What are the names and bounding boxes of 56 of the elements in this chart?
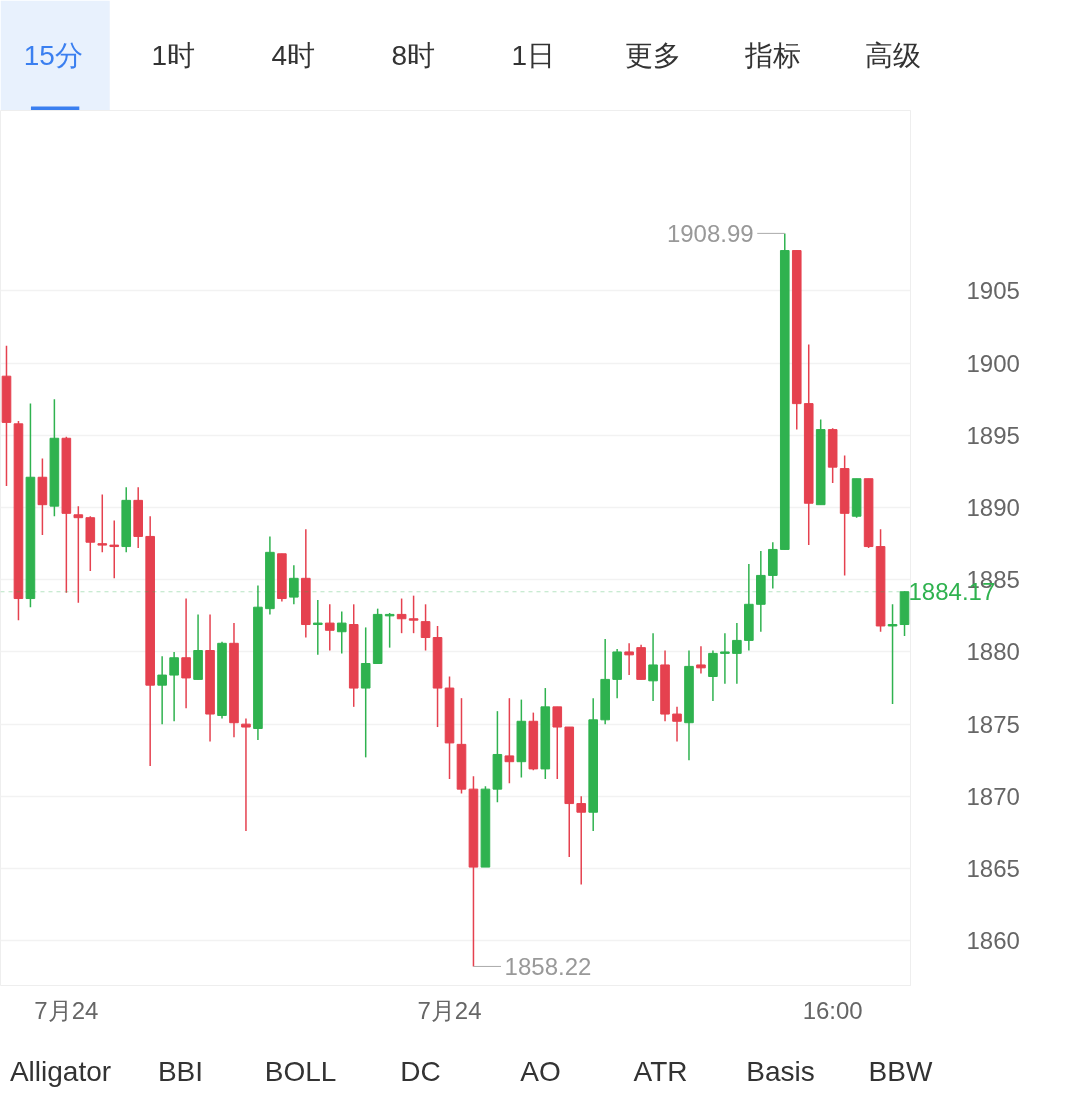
candlestick (732, 622, 742, 685)
candlestick (408, 594, 419, 634)
text: 15分 (23, 40, 83, 71)
candlestick (324, 603, 335, 652)
candlestick (887, 603, 898, 705)
candlestick (289, 564, 299, 606)
y-tick-label: 1895 (966, 421, 1020, 449)
candlestick (241, 717, 251, 832)
text: DC (400, 1056, 441, 1087)
text: 高级 (865, 40, 922, 71)
text: Basis (746, 1056, 815, 1087)
candlestick (181, 597, 191, 710)
candlestick (109, 519, 120, 580)
annotation: 1858.22 (504, 952, 592, 980)
x-tick-label: 7月24 (417, 996, 482, 1024)
candlestick (720, 632, 730, 685)
candlestick (672, 706, 682, 743)
candlestick (336, 610, 347, 655)
text: AO (520, 1056, 561, 1087)
candlestick (624, 642, 634, 676)
y-tick-label: 1880 (966, 638, 1020, 666)
candlestick (312, 599, 323, 656)
candlestick (708, 649, 718, 702)
candlestick (552, 706, 563, 780)
y-tick-label: 1865 (966, 855, 1020, 883)
candlestick (169, 651, 179, 723)
y-tick-label: 1900 (966, 349, 1020, 377)
candlestick (504, 697, 515, 785)
candlestick (396, 597, 407, 634)
text: 1日 (511, 40, 556, 71)
text: 更多 (625, 40, 682, 71)
candlestick (157, 655, 167, 725)
y-tick-label: 1905 (966, 277, 1020, 305)
x-tick-label: 16:00 (802, 996, 863, 1024)
text: Alligator (9, 1056, 112, 1087)
text: BBW (868, 1056, 933, 1087)
text: BOLL (264, 1056, 337, 1087)
y-tick-label: 1870 (966, 782, 1020, 810)
candlestick (384, 612, 395, 649)
text: 1时 (151, 40, 196, 71)
annotation: 1908.99 (666, 219, 754, 247)
y-tick-label: 1860 (966, 927, 1020, 955)
text: 指标 (744, 40, 802, 71)
text: BBI (157, 1056, 204, 1087)
text: 8时 (391, 40, 436, 71)
candlestick (97, 493, 108, 554)
x-tick-label: 7月24 (34, 996, 99, 1024)
y-tick-label: 1875 (966, 710, 1020, 738)
text: 4时 (271, 40, 316, 71)
candlestick (73, 505, 84, 604)
candlestick (420, 603, 431, 652)
text: ATR (633, 1056, 688, 1087)
y-tick-label: 1890 (966, 494, 1020, 522)
candlestick (576, 795, 587, 886)
candlestick (648, 632, 658, 702)
candlestick (696, 645, 706, 675)
